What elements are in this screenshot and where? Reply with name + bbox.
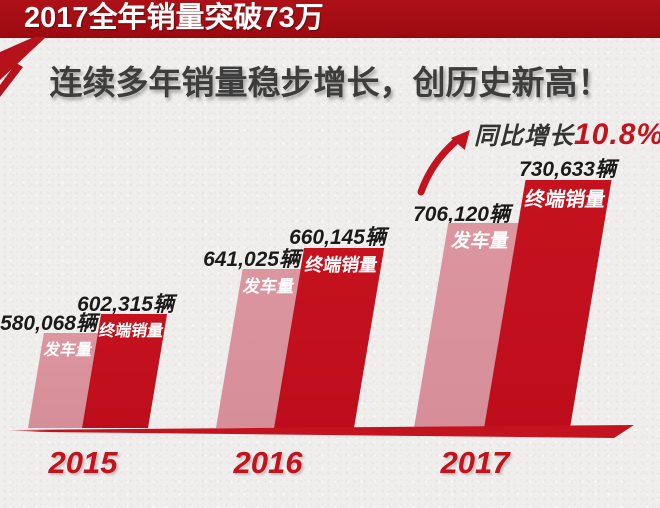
value-shipments-2016: 641,025辆 xyxy=(203,248,300,271)
growth-value: 10.8% xyxy=(574,118,660,151)
axis-label-2015: 2015 xyxy=(48,445,118,480)
value-shipments-2015: 580,068辆 xyxy=(0,312,97,335)
page-title: 2017全年销量突破73万 xyxy=(24,2,324,34)
axis-label-2016: 2016 xyxy=(233,445,303,480)
growth-annotation: 同比增长10.8% xyxy=(474,116,660,152)
growth-label: 同比增长 xyxy=(474,123,574,150)
bar-label-shipments: 发车量 xyxy=(42,342,94,359)
value-retail-2015: 602,315辆 xyxy=(77,293,174,316)
bar-label-retail: 终端销量 xyxy=(303,255,379,275)
chart-subtitle: 连续多年销量稳步增长，创历史新高！ xyxy=(49,64,611,101)
value-retail-2016: 660,145辆 xyxy=(289,226,386,249)
bar-label-shipments: 发车量 xyxy=(241,277,296,296)
axis-label-2017: 2017 xyxy=(440,445,510,480)
top-banner: 2017全年销量突破73万 xyxy=(0,0,660,38)
value-shipments-2017: 706,120辆 xyxy=(413,203,510,226)
bar-label-shipments: 发车量 xyxy=(449,231,511,252)
value-retail-2017: 730,633辆 xyxy=(519,158,616,181)
ribbon-stripes-decoration xyxy=(0,37,46,97)
bar-label-retail: 终端销量 xyxy=(97,323,165,340)
bar-label-retail: 终端销量 xyxy=(523,189,607,211)
